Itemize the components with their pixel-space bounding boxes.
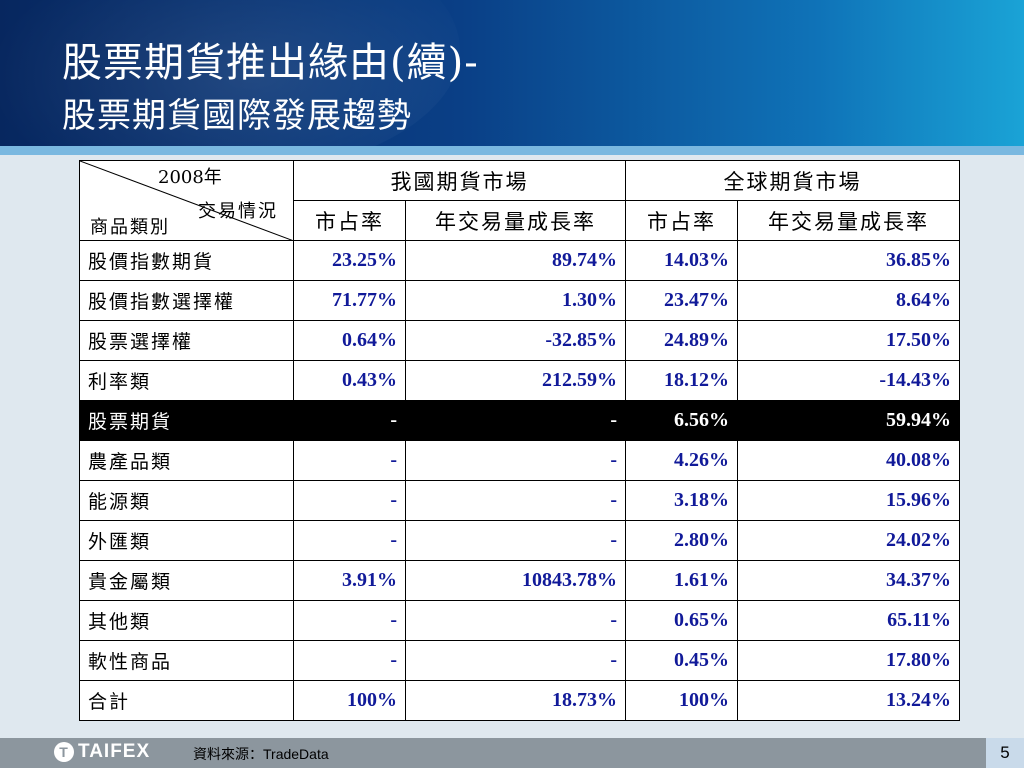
domestic-growth-cell: 18.73% <box>405 680 626 721</box>
group-header-global: 全球期貨市場 <box>625 160 960 201</box>
domestic-share-cell: 100% <box>293 680 406 721</box>
domestic-growth-cell: - <box>405 520 626 561</box>
product-name-cell: 合計 <box>79 680 294 721</box>
global-share-cell: 23.47% <box>625 280 738 321</box>
table-row: 軟性商品 - -0.45% 17.80% <box>79 640 960 681</box>
table-row: 股價指數選擇權 71.77% 1.30% 23.47% 8.64% <box>79 280 960 321</box>
footer-bar: T TAIFEX 資料來源：TradeData 5 <box>0 738 1024 768</box>
domestic-share-cell: 3.91% <box>293 560 406 601</box>
slide-subtitle: 股票期貨國際發展趨勢 <box>62 96 412 136</box>
global-growth-cell: 13.24% <box>737 680 960 721</box>
global-share-cell: 0.45% <box>625 640 738 681</box>
corner-product-label: 商品類別 <box>90 217 170 238</box>
domestic-growth-cell: 212.59% <box>405 360 626 401</box>
global-growth-cell: 17.80% <box>737 640 960 681</box>
domestic-share-cell: 0.43% <box>293 360 406 401</box>
taifex-logo: T TAIFEX <box>54 741 150 763</box>
global-growth-cell: -14.43% <box>737 360 960 401</box>
table-row: 能源類 - -3.18% 15.96% <box>79 480 960 521</box>
banner-swirl-decoration <box>0 0 460 148</box>
domestic-growth-cell: - <box>405 400 626 441</box>
domestic-growth-cell: - <box>405 480 626 521</box>
subheader-global-share: 市占率 <box>625 200 738 241</box>
global-growth-cell: 24.02% <box>737 520 960 561</box>
global-share-cell: 14.03% <box>625 240 738 281</box>
global-growth-cell: 15.96% <box>737 480 960 521</box>
table-corner-cell: 2008年 交易情況 商品類別 <box>79 160 294 241</box>
global-share-cell: 2.80% <box>625 520 738 561</box>
corner-trading-label: 交易情況 <box>198 201 278 222</box>
corner-diagonal-line <box>80 161 294 241</box>
product-name-cell: 軟性商品 <box>79 640 294 681</box>
futures-market-table: 2008年 交易情況 商品類別 我國期貨市場 全球期貨市場 市占率 年交易量成長… <box>79 160 960 721</box>
global-growth-cell: 17.50% <box>737 320 960 361</box>
table-row: 股票選擇權 0.64% -32.85% 24.89% 17.50% <box>79 320 960 361</box>
product-name-cell: 股價指數期貨 <box>79 240 294 281</box>
table-row: 合計 100% 18.73% 100% 13.24% <box>79 680 960 721</box>
product-name-cell: 農產品類 <box>79 440 294 481</box>
domestic-growth-cell: -32.85% <box>405 320 626 361</box>
domestic-growth-cell: - <box>405 640 626 681</box>
global-growth-cell: 40.08% <box>737 440 960 481</box>
table-row: 股價指數期貨 23.25% 89.74% 14.03% 36.85% <box>79 240 960 281</box>
table-row: 農產品類 - -4.26% 40.08% <box>79 440 960 481</box>
domestic-share-cell: 0.64% <box>293 320 406 361</box>
subheader-global-growth: 年交易量成長率 <box>737 200 960 241</box>
table-row: 貴金屬類 3.91% 10843.78% 1.61% 34.37% <box>79 560 960 601</box>
global-growth-cell: 59.94% <box>737 400 960 441</box>
product-name-cell: 股價指數選擇權 <box>79 280 294 321</box>
product-name-cell: 利率類 <box>79 360 294 401</box>
taifex-logo-icon: T <box>54 741 74 762</box>
domestic-growth-cell: - <box>405 600 626 641</box>
product-name-cell: 股票選擇權 <box>79 320 294 361</box>
corner-year-label: 2008年 <box>158 167 222 188</box>
domestic-share-cell: - <box>293 400 406 441</box>
global-share-cell: 24.89% <box>625 320 738 361</box>
product-name-cell: 外匯類 <box>79 520 294 561</box>
domestic-share-cell: - <box>293 480 406 521</box>
domestic-share-cell: - <box>293 520 406 561</box>
domestic-share-cell: - <box>293 440 406 481</box>
domestic-share-cell: 71.77% <box>293 280 406 321</box>
domestic-growth-cell: 1.30% <box>405 280 626 321</box>
table-row: 其他類 - -0.65% 65.11% <box>79 600 960 641</box>
global-share-cell: 6.56% <box>625 400 738 441</box>
title-banner: 股票期貨推出緣由(續)- 股票期貨國際發展趨勢 <box>0 0 1024 148</box>
global-share-cell: 1.61% <box>625 560 738 601</box>
global-growth-cell: 36.85% <box>737 240 960 281</box>
product-name-cell: 股票期貨 <box>79 400 294 441</box>
global-growth-cell: 65.11% <box>737 600 960 641</box>
subheader-domestic-share: 市占率 <box>293 200 406 241</box>
data-source-note: 資料來源：TradeData <box>193 746 329 762</box>
global-share-cell: 4.26% <box>625 440 738 481</box>
banner-stripe <box>0 146 1024 155</box>
taifex-logo-text: TAIFEX <box>78 741 151 762</box>
group-header-domestic: 我國期貨市場 <box>293 160 626 201</box>
subheader-domestic-growth: 年交易量成長率 <box>405 200 626 241</box>
domestic-share-cell: 23.25% <box>293 240 406 281</box>
table-row: 股票期貨 - -6.56% 59.94% <box>79 400 960 441</box>
domestic-growth-cell: - <box>405 440 626 481</box>
global-growth-cell: 8.64% <box>737 280 960 321</box>
domestic-share-cell: - <box>293 600 406 641</box>
global-share-cell: 3.18% <box>625 480 738 521</box>
table-row: 利率類 0.43% 212.59% 18.12% -14.43% <box>79 360 960 401</box>
global-growth-cell: 34.37% <box>737 560 960 601</box>
domestic-share-cell: - <box>293 640 406 681</box>
global-share-cell: 18.12% <box>625 360 738 401</box>
slide-title: 股票期貨推出緣由(續)- <box>62 40 479 86</box>
product-name-cell: 其他類 <box>79 600 294 641</box>
global-share-cell: 0.65% <box>625 600 738 641</box>
page-number: 5 <box>986 738 1024 768</box>
global-share-cell: 100% <box>625 680 738 721</box>
domestic-growth-cell: 10843.78% <box>405 560 626 601</box>
product-name-cell: 貴金屬類 <box>79 560 294 601</box>
domestic-growth-cell: 89.74% <box>405 240 626 281</box>
product-name-cell: 能源類 <box>79 480 294 521</box>
table-row: 外匯類 - -2.80% 24.02% <box>79 520 960 561</box>
